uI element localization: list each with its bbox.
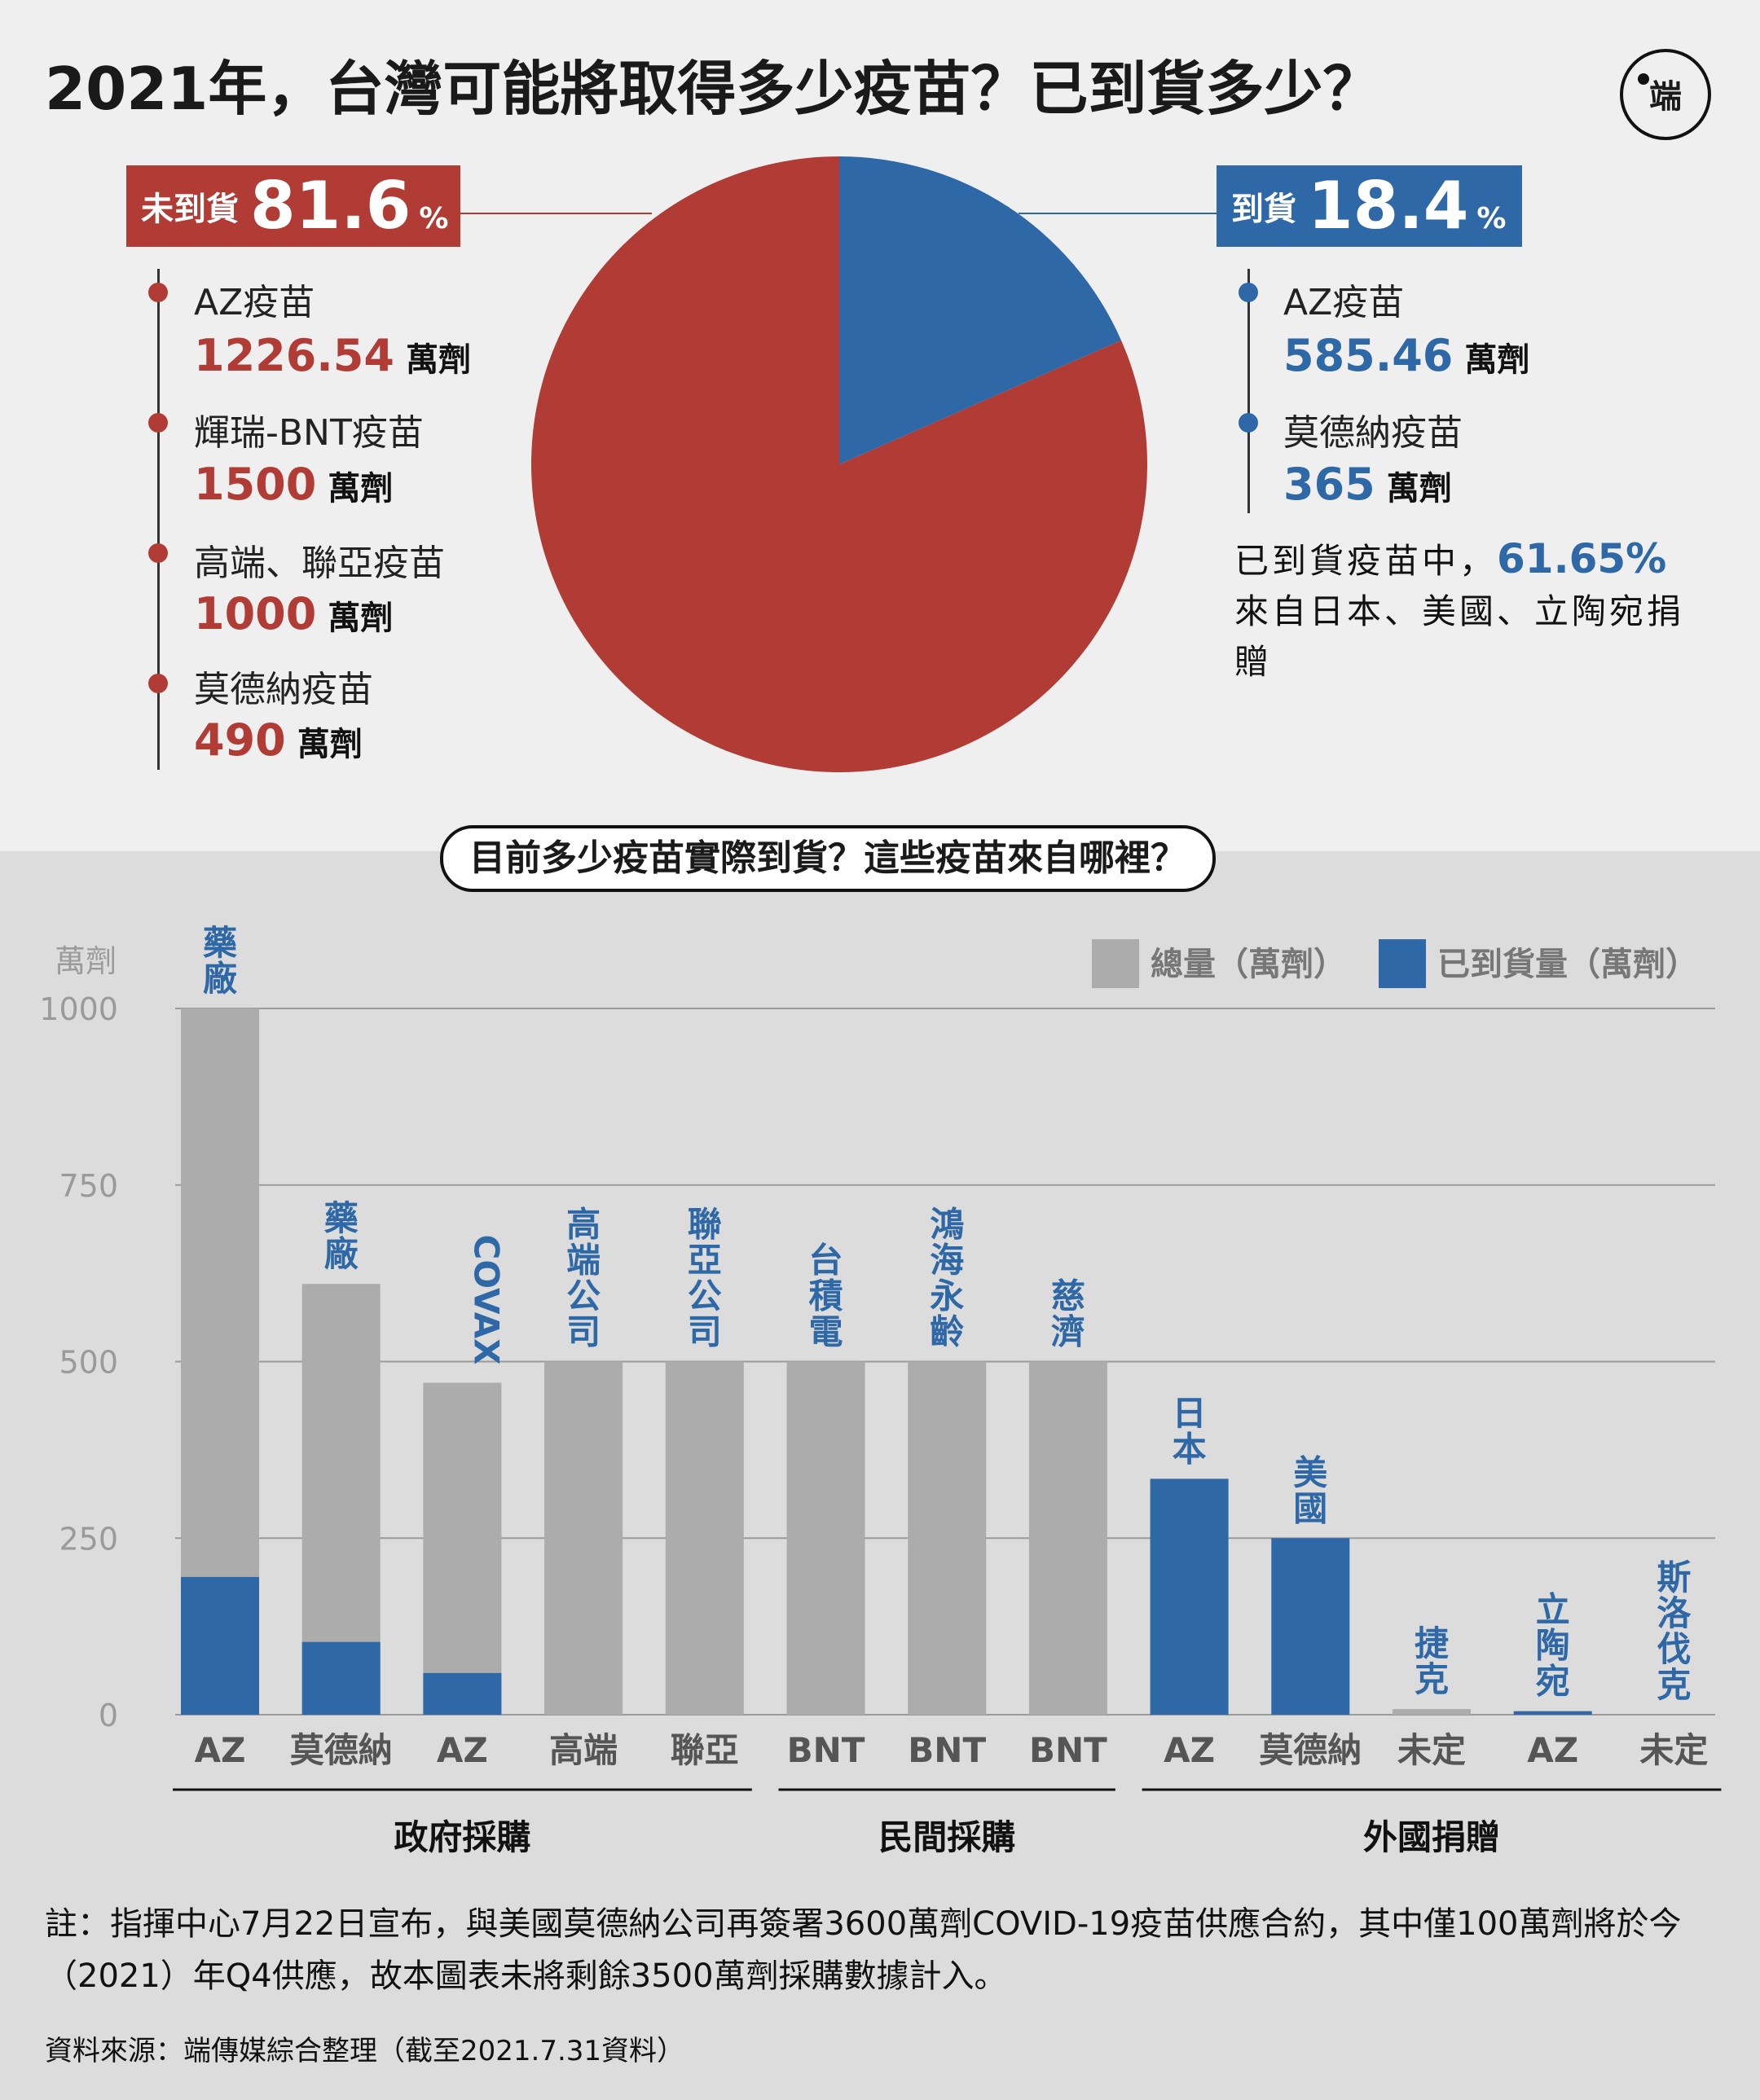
x-tick-label: 未定 [1639,1730,1708,1770]
list-dot [148,674,168,693]
bar-source-label: 藥廠 [203,923,237,999]
bar-source-label: 慈濟 [1051,1276,1085,1352]
bar-arrived [1271,1538,1350,1715]
not-arrived-label: 未到貨 [141,191,239,228]
list-item-name: 莫德納疫苗 [194,669,373,710]
arrived-tag: 到貨 18.4 % [1217,165,1522,247]
list-item-name: 莫德納疫苗 [1283,412,1463,454]
list-dot [148,413,168,433]
legend-label-arrived: 已到貨量（萬劑） [1437,946,1698,983]
arrived-note-pct: 61.65% [1497,535,1667,582]
group-label: 政府採購 [394,1817,530,1857]
list-dot [1239,413,1258,433]
list-item-name: 輝瑞-BNT疫苗 [194,412,424,454]
bar-total [665,1361,744,1715]
x-tick-label: AZ [195,1730,246,1770]
logo-dot [1638,73,1649,85]
page-title: 2021年，台灣可能將取得多少疫苗？已到貨多少？ [45,55,1382,123]
arrived-list-line [1247,269,1250,513]
y-axis-label: 萬劑 [55,943,117,979]
logo-text: 端 [1649,78,1682,116]
not-arrived-tag: 未到貨 81.6 % [126,165,460,247]
x-tick-label: 高端 [549,1730,618,1770]
bar-arrived [1513,1711,1592,1715]
bar-source-label: 鴻海永齡 [930,1205,964,1352]
bar-total [908,1361,987,1715]
bar-arrived [301,1641,381,1715]
x-tick-label: 聯亞 [671,1730,739,1770]
section-subtitle: 目前多少疫苗實際到貨？這些疫苗來自哪裡？ [440,825,1216,892]
x-tick-label: 莫德納 [290,1730,393,1770]
y-tick-label: 750 [59,1168,118,1204]
bar-total [1393,1709,1471,1715]
arrived-label: 到貨 [1231,191,1296,228]
brand-logo: 端 [1620,49,1711,140]
x-tick-label: 未定 [1397,1730,1466,1770]
arrived-note-prefix: 已到貨疫苗中， [1234,541,1498,581]
bar-total [423,1382,502,1715]
list-item-value: 1500 萬劑 [194,459,394,510]
list-item-name: 高端、聯亞疫苗 [194,543,445,584]
pie-chart [460,156,1217,772]
arrived-note-suffix: 來自日本、美國、立陶宛捐贈 [1234,591,1685,682]
bar-source-label: 高端公司 [566,1205,601,1352]
legend-swatch-total [1092,939,1139,988]
x-tick-label: AZ [1164,1730,1215,1770]
group-label: 民間採購 [878,1817,1015,1857]
bar-source-label: 日本 [1173,1393,1207,1469]
legend-label-total: 總量（萬劑） [1151,946,1346,983]
bar-total [544,1361,623,1715]
bar-source-label: 捷克 [1415,1623,1449,1699]
bar-source-label: 美國 [1293,1452,1327,1528]
bar-arrived [1150,1478,1229,1715]
list-dot [1239,283,1258,302]
bar-source-label: 聯亞公司 [688,1205,722,1352]
bar-arrived [181,1576,259,1715]
arrived-unit: % [1476,202,1507,235]
bar-source-label: 台積電 [808,1241,843,1352]
group-label: 外國捐贈 [1363,1817,1500,1857]
x-tick-label: AZ [437,1730,488,1770]
bar-total [786,1361,865,1715]
list-item-value: 365 萬劑 [1283,459,1452,510]
y-tick-label: 0 [99,1698,118,1733]
list-item-name: AZ疫苗 [194,282,315,323]
pie-slice-not-arrived [530,156,1147,772]
not-arrived-list-line [157,269,160,770]
x-tick-label: 莫德納 [1259,1730,1362,1770]
not-arrived-unit: % [419,202,449,235]
list-item-value: 1226.54 萬劑 [194,330,471,381]
pie-slice-arrived [839,156,1121,464]
x-tick-label: BNT [1029,1730,1107,1770]
bar-total [1028,1361,1107,1715]
bar-source-label: 斯洛伐克 [1657,1557,1692,1705]
footnote: 註：指揮中心7月22日宣布，與美國莫德納公司再簽署3600萬劑COVID-19疫… [45,1905,1682,1995]
bar-source-label: 立陶宛 [1536,1590,1570,1702]
bar-source-label: 藥廠 [324,1198,359,1274]
list-item-value: 585.46 萬劑 [1283,330,1530,381]
y-tick-label: 500 [59,1345,118,1381]
list-dot [148,283,168,302]
x-tick-label: AZ [1527,1730,1578,1770]
source: 資料來源：端傳媒綜合整理（截至2021.7.31資料） [45,2035,685,2067]
bar-source-label: COVAX [466,1235,506,1365]
list-item-value: 1000 萬劑 [194,588,394,639]
bottom-section [0,851,1760,2100]
arrived-note: 已到貨疫苗中，61.65% 來自日本、美國、立陶宛捐贈 [1234,534,1691,688]
list-item-name: AZ疫苗 [1283,282,1405,323]
list-item-value: 490 萬劑 [194,714,363,766]
bar-arrived [423,1672,502,1715]
y-tick-label: 1000 [39,991,118,1027]
not-arrived-value: 81.6 [250,168,411,244]
arrived-value: 18.4 [1308,168,1469,244]
x-tick-label: BNT [787,1730,865,1770]
list-dot [148,543,168,563]
legend-swatch-arrived [1379,939,1426,988]
y-tick-label: 250 [59,1521,118,1557]
x-tick-label: BNT [908,1730,986,1770]
